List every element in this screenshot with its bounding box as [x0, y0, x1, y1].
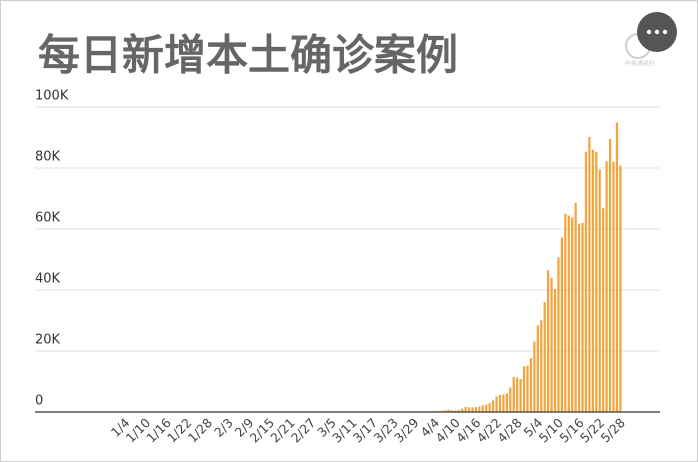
- bar: [612, 161, 615, 412]
- y-tick-label: 60K: [35, 211, 61, 226]
- bar: [595, 151, 598, 412]
- bar: [598, 169, 601, 412]
- bar: [519, 379, 522, 412]
- bar: [578, 223, 581, 412]
- bar: [560, 237, 563, 412]
- bar: [498, 394, 502, 412]
- bar: [516, 377, 519, 412]
- bar: [512, 376, 515, 412]
- bar: [602, 208, 605, 412]
- bar: [471, 407, 474, 412]
- bar: [478, 406, 481, 412]
- menu-dot: [646, 29, 652, 35]
- bar: [488, 403, 491, 412]
- bar: [457, 409, 460, 412]
- bar: [447, 409, 450, 412]
- bar: [550, 277, 553, 412]
- bar: [461, 408, 464, 412]
- bar: [509, 387, 512, 412]
- bar: [502, 394, 505, 412]
- bar: [571, 217, 574, 412]
- bar: [443, 410, 447, 412]
- bar: [605, 161, 608, 412]
- bar: [454, 410, 457, 412]
- bar: [584, 151, 588, 412]
- bar: [619, 165, 622, 412]
- bar: [536, 325, 539, 412]
- bar: [553, 289, 557, 412]
- bar: [591, 149, 594, 412]
- bar: [529, 358, 533, 412]
- bar: [467, 407, 471, 412]
- bar: [492, 400, 495, 412]
- menu-dot: [654, 29, 660, 35]
- bar: [574, 202, 577, 412]
- bar: [505, 393, 508, 412]
- bar: [540, 320, 543, 412]
- bar: [533, 341, 536, 412]
- menu-button[interactable]: [637, 12, 677, 52]
- bar: [474, 407, 477, 412]
- y-tick-label: 40K: [35, 272, 61, 287]
- bar: [485, 404, 488, 412]
- chart-title: 每日新增本土确诊案例: [38, 31, 458, 80]
- bar: [557, 257, 560, 412]
- bar: [526, 365, 529, 412]
- y-tick-label: 80K: [35, 150, 61, 165]
- bar: [450, 410, 453, 412]
- bar: [581, 222, 584, 412]
- bar: [464, 406, 467, 412]
- y-tick-label: 100K: [35, 89, 69, 104]
- bar: [564, 213, 567, 412]
- menu-dot: [662, 29, 668, 35]
- bar: [522, 366, 526, 412]
- bar: [567, 215, 570, 412]
- bar: [615, 122, 619, 413]
- bar: [543, 302, 546, 412]
- bar: [495, 396, 498, 412]
- y-tick-label: 0: [35, 394, 43, 409]
- bar: [608, 139, 612, 412]
- bar: [588, 136, 591, 412]
- logo-text: 中央通訊社: [625, 60, 655, 68]
- bar: [481, 405, 484, 412]
- bar: [547, 270, 550, 412]
- y-tick-label: 20K: [35, 333, 61, 348]
